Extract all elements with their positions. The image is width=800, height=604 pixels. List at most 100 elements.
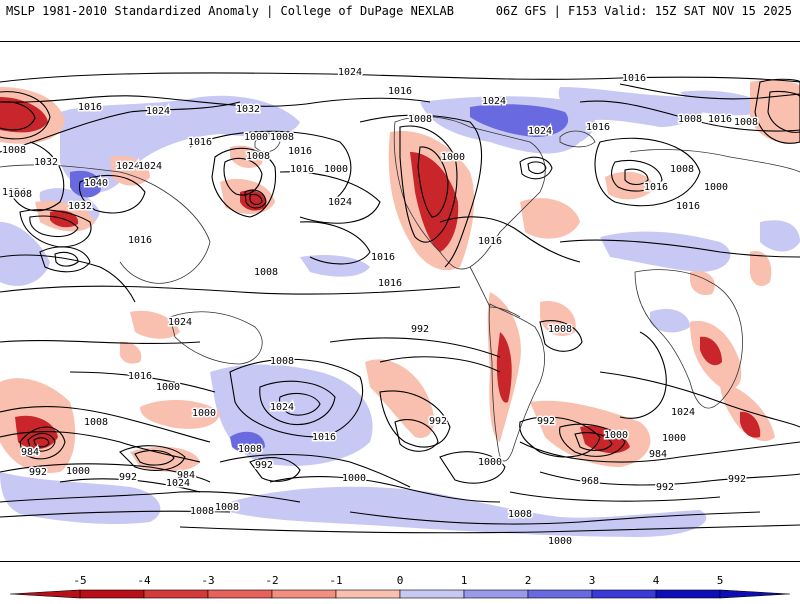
colorbar-swatch xyxy=(399,589,465,599)
anomaly-colorbar: -5 -4 -3 -2 -1 0 1 2 3 4 5 xyxy=(0,574,800,600)
colorbar-right-arrow xyxy=(719,589,791,599)
colorbar-swatch xyxy=(79,589,145,599)
negative-anomaly-core xyxy=(0,97,761,454)
isobar-label: 1024 xyxy=(482,96,506,107)
isobar-label: 1000 xyxy=(604,430,628,441)
colorbar-swatch xyxy=(463,589,529,599)
isobar-label: 992 xyxy=(581,476,599,487)
colorbar-tick-label: 0 xyxy=(397,574,404,587)
isobar-label: 1016 xyxy=(676,201,700,212)
colorbar-swatch xyxy=(655,589,721,599)
isobar-label: 1000 xyxy=(244,132,268,143)
colorbar-tick-label: -5 xyxy=(73,574,86,587)
isobar-label: 1008 xyxy=(408,114,432,125)
isobar-label: 1008 xyxy=(548,324,572,335)
isobar-label: 1024 xyxy=(168,317,192,328)
isobar-label: 992 xyxy=(411,324,429,335)
isobar-labels: 1024101610161032102410081016100010241008… xyxy=(0,66,759,549)
colorbar-left-arrow xyxy=(9,589,81,599)
colorbar-tick-label: 4 xyxy=(653,574,660,587)
isobar-label: 1024 xyxy=(328,197,352,208)
isobar-label: 1008 xyxy=(408,114,432,125)
isobar-label: 1000 xyxy=(662,433,686,444)
isobar-label: 1016 xyxy=(586,122,610,133)
colorbar-swatches xyxy=(9,589,791,599)
isobar-label: 1016 xyxy=(371,252,395,263)
colorbar-swatch xyxy=(591,589,657,599)
colorbar-tick-label: 5 xyxy=(717,574,724,587)
isobar-label: 1008 xyxy=(2,145,26,156)
isobar-label: 1024 xyxy=(116,161,140,172)
isobar-label: 1016 xyxy=(128,371,152,382)
coastlines xyxy=(0,116,800,462)
isobar-label: 1000 xyxy=(192,408,216,419)
isobar-label: 1016 xyxy=(622,73,646,84)
isobar-label: 992 xyxy=(537,416,555,427)
isobar-label: 992 xyxy=(728,474,746,485)
isobar-label: 1016 xyxy=(388,86,412,97)
isobar-label: 1008 xyxy=(254,267,278,278)
isobar-label: 1032 xyxy=(68,201,92,212)
colorbar-swatch xyxy=(143,589,209,599)
isobar-label: 968 xyxy=(581,476,599,487)
colorbar-tick-label: -4 xyxy=(137,574,151,587)
isobar-label: 1000 xyxy=(478,457,502,468)
isobar-label: 1016 xyxy=(288,146,312,157)
isobar-label: 992 xyxy=(255,460,273,471)
isobar-label: 1024 xyxy=(2,187,26,198)
isobar-label: 1000 xyxy=(548,536,572,547)
isobar-label: 1008 xyxy=(734,117,758,128)
isobar-label: 1016 xyxy=(188,137,212,148)
isobar-label: 1024 xyxy=(338,67,362,78)
isobar-label: 1000 xyxy=(156,382,180,393)
isobar-label: 1000 xyxy=(704,182,728,193)
isobar-label: 984 xyxy=(21,447,39,458)
isobar-label: 984 xyxy=(177,470,195,481)
isobar-contours xyxy=(0,72,800,534)
colorbar-tick-label: -1 xyxy=(329,574,342,587)
isobar-label: 1032 xyxy=(236,104,260,115)
isobar-label: 1016 xyxy=(708,114,732,125)
isobar-label: 1008 xyxy=(215,502,239,513)
isobar-label: 1008 xyxy=(246,151,270,162)
product-title: MSLP 1981-2010 Standardized Anomaly | Co… xyxy=(6,4,454,18)
isobar-label: 1000 xyxy=(342,473,366,484)
isobar-label: 1008 xyxy=(190,506,214,517)
isobar-label: 1016 xyxy=(290,164,314,175)
colorbar-svg: -5 -4 -3 -2 -1 0 1 2 3 4 5 xyxy=(9,574,791,599)
isobar-label: 1024 xyxy=(528,126,552,137)
isobar-label: 1024 xyxy=(166,478,190,489)
isobar-label: 1008 xyxy=(8,189,32,200)
isobar-label: 992 xyxy=(119,472,137,483)
isobar-label: 1008 xyxy=(238,444,262,455)
colorbar-swatch xyxy=(335,589,401,599)
colorbar-swatch xyxy=(207,589,273,599)
isobar-label: 1008 xyxy=(670,164,694,175)
isobar-label: 1008 xyxy=(508,509,532,520)
world-map-panel: 1024 1016 1016 1032 1024 1008 1016 1000 1024 1008… xyxy=(0,41,800,562)
header-bar: MSLP 1981-2010 Standardized Anomaly | Co… xyxy=(0,0,800,22)
isobar-label: 992 xyxy=(656,482,674,493)
isobar-label: 1016 xyxy=(378,278,402,289)
isobar-label: 1024 xyxy=(671,407,695,418)
isobar-label: 1024 xyxy=(146,106,170,117)
isobar-label: 1040 xyxy=(84,178,108,189)
colorbar-tick-label: 2 xyxy=(525,574,532,587)
isobar-label: 1016 xyxy=(78,102,102,113)
isobar-label: 1008 xyxy=(270,132,294,143)
mslp-anomaly-map: 1024101610161032102410081016100010241008… xyxy=(0,42,800,561)
isobar-label: 1008 xyxy=(84,417,108,428)
colorbar-swatch xyxy=(271,589,337,599)
colorbar-swatch xyxy=(527,589,593,599)
model-run-valid-time: 06Z GFS | F153 Valid: 15Z SAT NOV 15 202… xyxy=(495,4,792,18)
colorbar-tick-labels: -5 -4 -3 -2 -1 0 1 2 3 4 5 xyxy=(73,574,723,587)
isobar-label: 1032 xyxy=(34,157,58,168)
isobar-label: 984 xyxy=(649,449,667,460)
isobar-label: 1008 xyxy=(678,114,702,125)
isobar-label: 1008 xyxy=(270,356,294,367)
isobar-label: 1024 xyxy=(270,402,294,413)
isobar-label: 992 xyxy=(29,467,47,478)
isobar-label: 1000 xyxy=(441,152,465,163)
isobar-label: 1024 xyxy=(138,161,162,172)
isobar-label: 1000 xyxy=(324,164,348,175)
